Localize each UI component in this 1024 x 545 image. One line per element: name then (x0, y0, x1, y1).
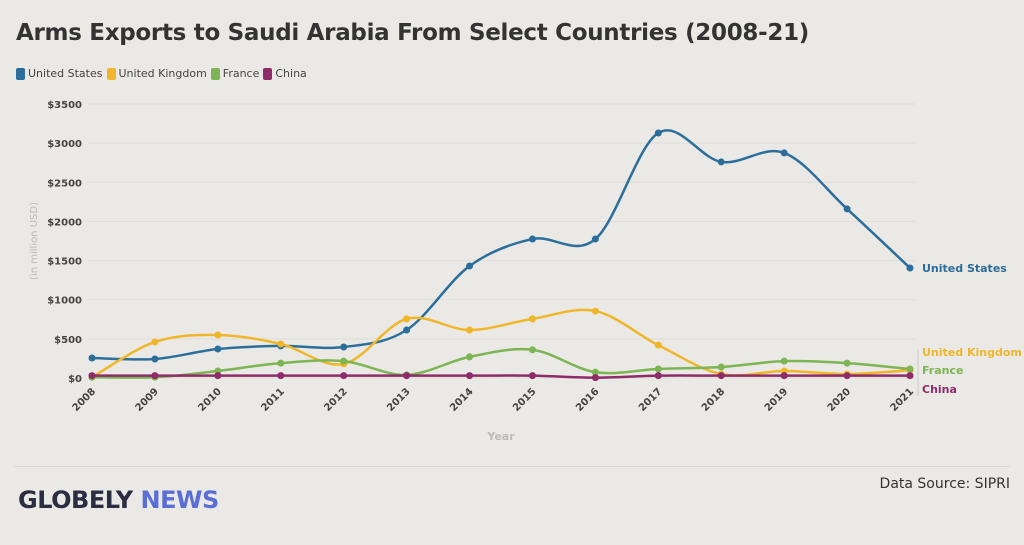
y-tick-label: $1000 (47, 296, 82, 307)
data-point-france (277, 359, 285, 367)
data-point-china (591, 374, 599, 382)
data-point-china (214, 372, 222, 380)
data-point-united-states (780, 149, 788, 157)
data-point-united-kingdom (277, 340, 285, 348)
legend: United States United Kingdom France Chin… (16, 67, 307, 80)
x-tick-label: 2021 (889, 386, 916, 413)
data-point-united-kingdom (591, 307, 599, 315)
data-point-united-kingdom (214, 331, 222, 339)
data-point-china (340, 372, 348, 380)
data-point-france (843, 359, 851, 367)
x-tick-label: 2014 (448, 386, 475, 413)
data-point-china (906, 372, 914, 380)
data-point-united-kingdom (151, 338, 159, 346)
data-point-united-states (340, 343, 348, 351)
legend-label: United Kingdom (118, 67, 207, 80)
series-end-label-france: France (922, 364, 963, 377)
data-point-france (906, 365, 914, 373)
x-tick-label: 2010 (197, 386, 224, 413)
legend-label: China (275, 67, 307, 80)
x-axis-label: Year (486, 430, 515, 443)
data-point-united-kingdom (654, 341, 662, 349)
data-point-united-kingdom (466, 326, 474, 334)
data-point-united-states (843, 205, 851, 213)
x-tick-label: 2012 (322, 386, 349, 413)
data-point-united-states (717, 158, 725, 166)
series-line-united-kingdom (91, 308, 911, 379)
series-end-label-united-states: United States (922, 262, 1007, 275)
legend-swatch (106, 67, 116, 80)
x-tick-label: 2013 (385, 386, 412, 413)
data-point-united-states (151, 355, 159, 363)
y-axis-label: (in million USD) (29, 202, 40, 280)
legend-item-uk[interactable]: United Kingdom (106, 67, 207, 80)
legend-label: United States (28, 67, 103, 80)
y-tick-label: $2500 (47, 178, 82, 189)
globely-news-logo: GLOBELY NEWS (18, 486, 219, 514)
legend-swatch (210, 67, 220, 80)
series-end-label-china: China (922, 383, 957, 396)
data-point-united-states (88, 354, 96, 362)
data-point-united-states (528, 235, 536, 243)
x-tick-label: 2016 (574, 386, 601, 413)
chart-title: Arms Exports to Saudi Arabia From Select… (16, 20, 809, 46)
x-tick-label: 2020 (826, 386, 853, 413)
x-tick-label: 2017 (637, 386, 664, 413)
legend-item-france[interactable]: France (210, 67, 260, 80)
y-tick-label: $3000 (47, 139, 82, 150)
data-point-china (843, 372, 851, 380)
legend-swatch (16, 67, 25, 80)
divider (14, 466, 1010, 467)
data-point-united-kingdom (528, 315, 536, 323)
y-tick-label: $3500 (47, 100, 82, 111)
data-point-france (717, 363, 725, 371)
data-point-china (780, 372, 788, 380)
data-point-china (466, 372, 474, 380)
x-tick-label: 2009 (134, 386, 161, 413)
x-tick-label: 2018 (700, 386, 727, 413)
y-tick-label: $1500 (47, 257, 82, 268)
data-point-china (654, 372, 662, 380)
data-point-france (780, 357, 788, 365)
series-end-label-united-kingdom: United Kingdom (922, 346, 1022, 359)
y-tick-label: $0 (68, 374, 82, 385)
data-point-united-states (214, 345, 222, 353)
data-point-united-kingdom (403, 315, 411, 323)
x-tick-label: 2008 (71, 386, 98, 413)
series-line-china (92, 374, 910, 379)
x-tick-label: 2019 (763, 386, 790, 413)
data-point-china (88, 372, 96, 380)
legend-item-us[interactable]: United States (16, 67, 103, 80)
data-point-france (591, 368, 599, 376)
data-point-china (403, 372, 411, 380)
line-chart: $0 $500 $1000 $1500 $2000 $2500 $3000 $3500 2008… (29, 100, 1022, 443)
data-point-united-states (654, 129, 662, 137)
x-tick-label: 2015 (511, 386, 538, 413)
data-point-france (528, 346, 536, 354)
data-point-united-states (591, 235, 599, 243)
data-point-united-states (906, 264, 914, 272)
data-point-china (528, 372, 536, 380)
data-point-united-states (403, 326, 411, 334)
legend-item-china[interactable]: China (263, 67, 307, 80)
data-point-france (654, 365, 662, 373)
x-tick-label: 2011 (259, 386, 286, 413)
data-source: Data Source: SIPRI (879, 476, 1010, 492)
legend-label: France (222, 67, 260, 80)
data-point-china (151, 372, 159, 380)
legend-swatch (263, 67, 273, 80)
data-point-france (340, 357, 348, 365)
data-point-france (466, 353, 474, 361)
y-tick-label: $500 (54, 335, 82, 346)
data-point-united-states (466, 262, 474, 270)
data-point-china (717, 372, 725, 380)
y-tick-label: $2000 (47, 217, 82, 228)
series-line-france (91, 347, 911, 379)
data-point-china (277, 372, 285, 380)
